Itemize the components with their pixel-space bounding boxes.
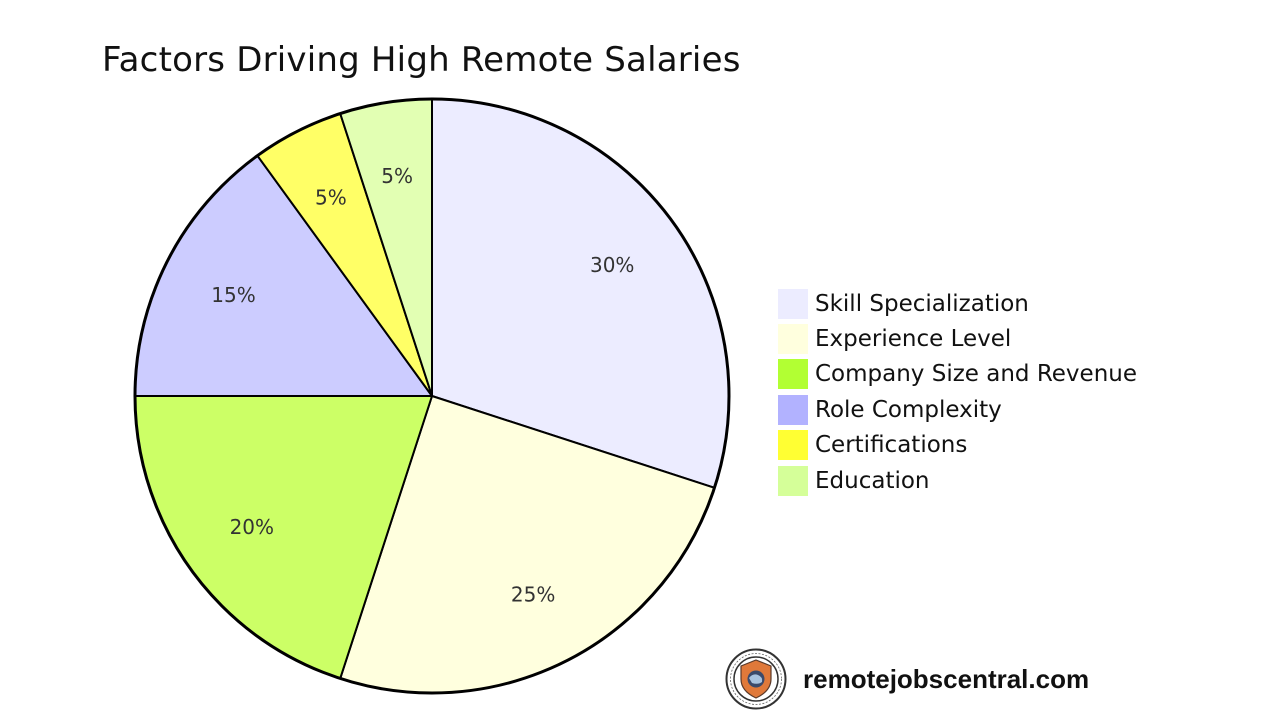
legend-item: Education [778, 463, 1137, 498]
site-url[interactable]: remotejobscentral.com [803, 663, 1090, 694]
legend-item: Role Complexity [778, 392, 1137, 427]
legend-item: Company Size and Revenue [778, 357, 1137, 392]
legend-swatch [778, 430, 808, 461]
legend-label: Experience Level [815, 326, 1012, 353]
legend-label: Certifications [815, 432, 968, 459]
legend-item: Experience Level [778, 321, 1137, 356]
pie-outline [133, 97, 731, 695]
site-watermark: remotejobscentral.com [725, 648, 1089, 710]
legend-label: Role Complexity [815, 396, 1002, 423]
pie-slice-label-4: 5% [315, 186, 347, 210]
legend-item: Skill Specialization [778, 286, 1137, 321]
pie-slice-label-2: 20% [230, 515, 274, 539]
legend-swatch [778, 465, 808, 496]
pie-slice-label-5: 5% [381, 164, 413, 188]
pie-slice-label-0: 30% [590, 253, 634, 277]
chart-title: Factors Driving High Remote Salaries [102, 40, 741, 80]
legend-swatch [778, 359, 808, 390]
brand-logo-icon [725, 648, 787, 710]
legend-item: Certifications [778, 428, 1137, 463]
legend-swatch [778, 394, 808, 425]
legend-label: Skill Specialization [815, 290, 1029, 317]
legend-label: Company Size and Revenue [815, 361, 1137, 388]
legend-swatch [778, 324, 808, 355]
legend-swatch [778, 288, 808, 319]
pie-slice-label-1: 25% [511, 582, 555, 606]
chart-legend: Skill Specialization Experience Level Comp… [778, 286, 1137, 498]
legend-label: Education [815, 467, 930, 494]
pie-slice-label-3: 15% [211, 283, 255, 307]
